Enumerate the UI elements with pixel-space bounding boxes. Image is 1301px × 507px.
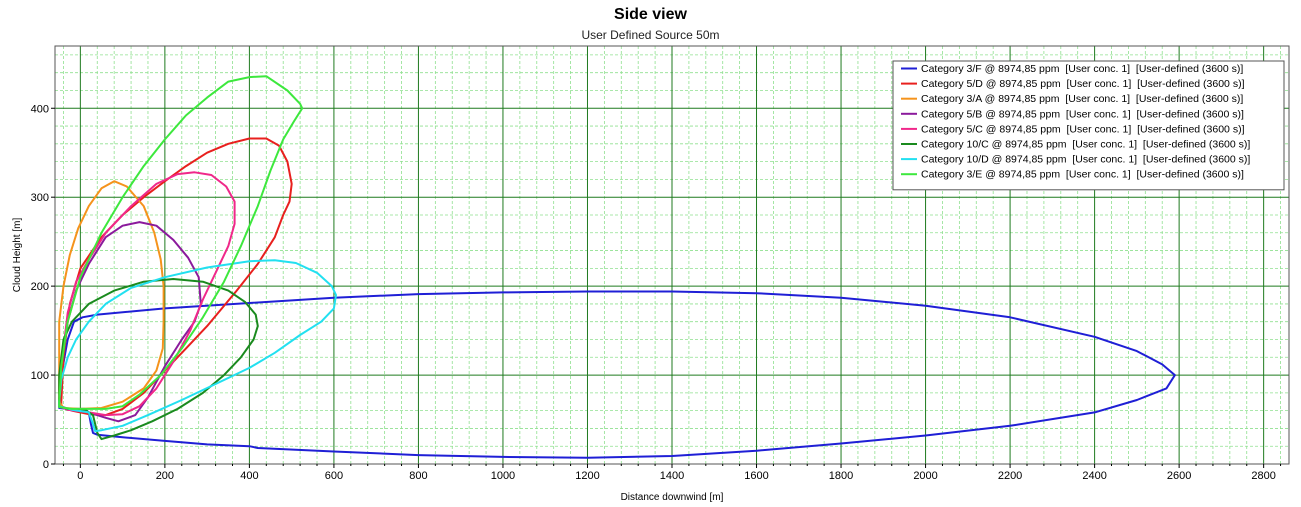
y-tick-label: 200 xyxy=(31,281,49,293)
x-tick-label: 1600 xyxy=(744,470,768,482)
series-line-4 xyxy=(58,171,236,417)
x-tick-label: 2600 xyxy=(1167,470,1191,482)
series-lines xyxy=(58,75,1176,459)
x-tick-label: 1200 xyxy=(575,470,599,482)
series-line-7 xyxy=(58,75,304,410)
legend-entry: Category 5/B @ 8974,85 ppm [User conc. 1… xyxy=(921,108,1244,120)
y-axis-label: Cloud Height [m] xyxy=(12,218,23,293)
x-tick-label: 2800 xyxy=(1251,470,1275,482)
y-tick-label: 0 xyxy=(43,459,49,471)
axis-ticks: 0 200 400 600 800 1000 1200 1400 1600 1800 2000 220… xyxy=(31,103,1282,482)
x-tick-label: 200 xyxy=(156,470,174,482)
x-tick-label: 1000 xyxy=(491,470,515,482)
x-tick-label: 800 xyxy=(409,470,427,482)
x-tick-label: 2200 xyxy=(998,470,1022,482)
series-line-1 xyxy=(60,137,293,417)
series-line-3 xyxy=(58,221,202,423)
series-line-6 xyxy=(58,259,337,433)
chart-title: Side view xyxy=(614,6,687,23)
x-tick-label: 2000 xyxy=(913,470,937,482)
x-tick-label: 0 xyxy=(77,470,83,482)
legend-entry: Category 5/D @ 8974,85 ppm [User conc. 1… xyxy=(921,78,1245,90)
legend-entry: Category 10/D @ 8974,85 ppm [User conc. … xyxy=(921,154,1250,166)
legend: Category 3/F @ 8974,85 ppm [User conc. 1… xyxy=(892,60,1285,191)
y-tick-label: 400 xyxy=(31,103,49,115)
chart-subtitle: User Defined Source 50m xyxy=(581,28,720,42)
series-line-5 xyxy=(58,278,259,441)
x-axis-label: Distance downwind [m] xyxy=(621,492,724,503)
series-line-2 xyxy=(58,180,165,410)
y-tick-label: 100 xyxy=(31,370,49,382)
x-tick-label: 400 xyxy=(240,470,258,482)
legend-entry: Category 5/C @ 8974,85 ppm [User conc. 1… xyxy=(921,123,1245,135)
legend-entry: Category 3/A @ 8974,85 ppm [User conc. 1… xyxy=(921,93,1243,105)
y-tick-label: 300 xyxy=(31,192,49,204)
legend-entry: Category 3/F @ 8974,85 ppm [User conc. 1… xyxy=(921,63,1243,75)
x-tick-label: 600 xyxy=(325,470,343,482)
x-tick-label: 2400 xyxy=(1082,470,1106,482)
x-tick-label: 1800 xyxy=(829,470,853,482)
legend-entry: Category 10/C @ 8974,85 ppm [User conc. … xyxy=(921,139,1250,151)
x-tick-label: 1400 xyxy=(660,470,684,482)
legend-entry: Category 3/E @ 8974,85 ppm [User conc. 1… xyxy=(921,169,1244,181)
legend-box xyxy=(892,60,1285,191)
